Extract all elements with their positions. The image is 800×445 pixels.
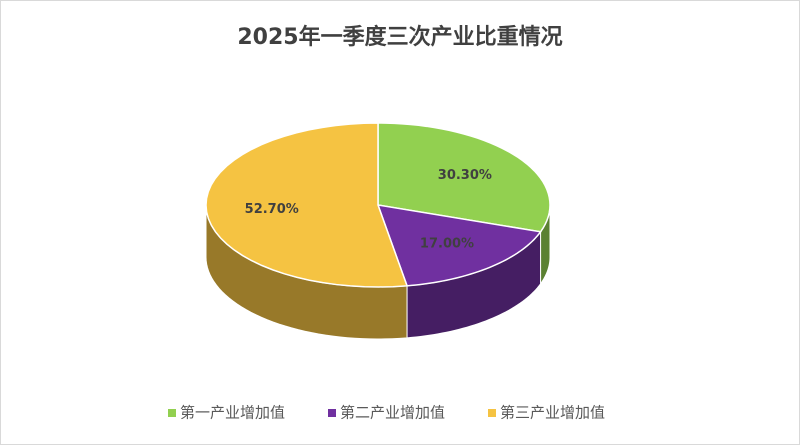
data-label: 17.00% [420, 236, 474, 251]
pie-slice [376, 204, 542, 287]
legend-label: 第三产业增加值 [500, 404, 605, 422]
legend-swatch [328, 409, 336, 417]
legend-label: 第二产业增加值 [340, 404, 445, 422]
pie-slice [205, 122, 409, 288]
legend-swatch [488, 409, 496, 417]
legend-swatch [168, 409, 176, 417]
data-label: 30.30% [438, 168, 492, 183]
chart-title: 2025年一季度三次产业比重情况 [237, 24, 562, 50]
pie-slice [377, 122, 551, 233]
legend-label: 第一产业增加值 [180, 404, 285, 422]
data-label: 52.70% [245, 202, 299, 217]
